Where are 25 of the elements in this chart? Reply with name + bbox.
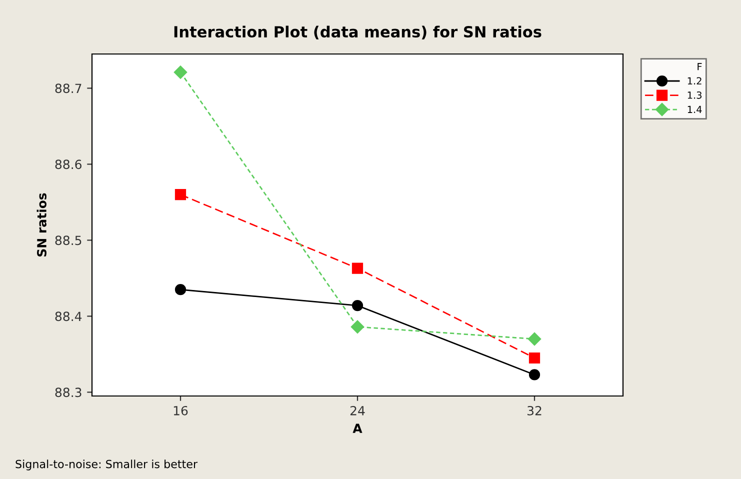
point [174,189,186,200]
legend-label: 1.4 [688,106,702,113]
y-tick-label: 88.5 [55,236,82,246]
x-axis-title: A [352,424,362,433]
point [352,300,364,312]
point [350,320,364,334]
point [528,369,540,380]
y-tick-label: 88.3 [55,388,82,398]
y-axis-title: SN ratios [36,193,46,256]
chart-title: Interaction Plot (data means) for SN ratios [174,26,542,40]
legend-title: F [698,63,702,70]
point [174,284,186,296]
y-tick-label: 88.7 [55,84,82,94]
point [174,66,188,79]
point [528,332,542,346]
x-tick-label: 32 [528,406,542,416]
text: Signal-to-noise: Smaller is better [16,460,198,470]
x-tick-label: 24 [350,406,365,416]
legend-label: 1.3 [688,91,702,99]
point [352,262,364,274]
y-tick-label: 88.6 [55,160,82,170]
x-tick-label: 16 [174,406,188,416]
point [528,352,540,364]
y-tick-label: 88.4 [55,312,82,322]
legend-label: 1.2 [688,77,702,84]
